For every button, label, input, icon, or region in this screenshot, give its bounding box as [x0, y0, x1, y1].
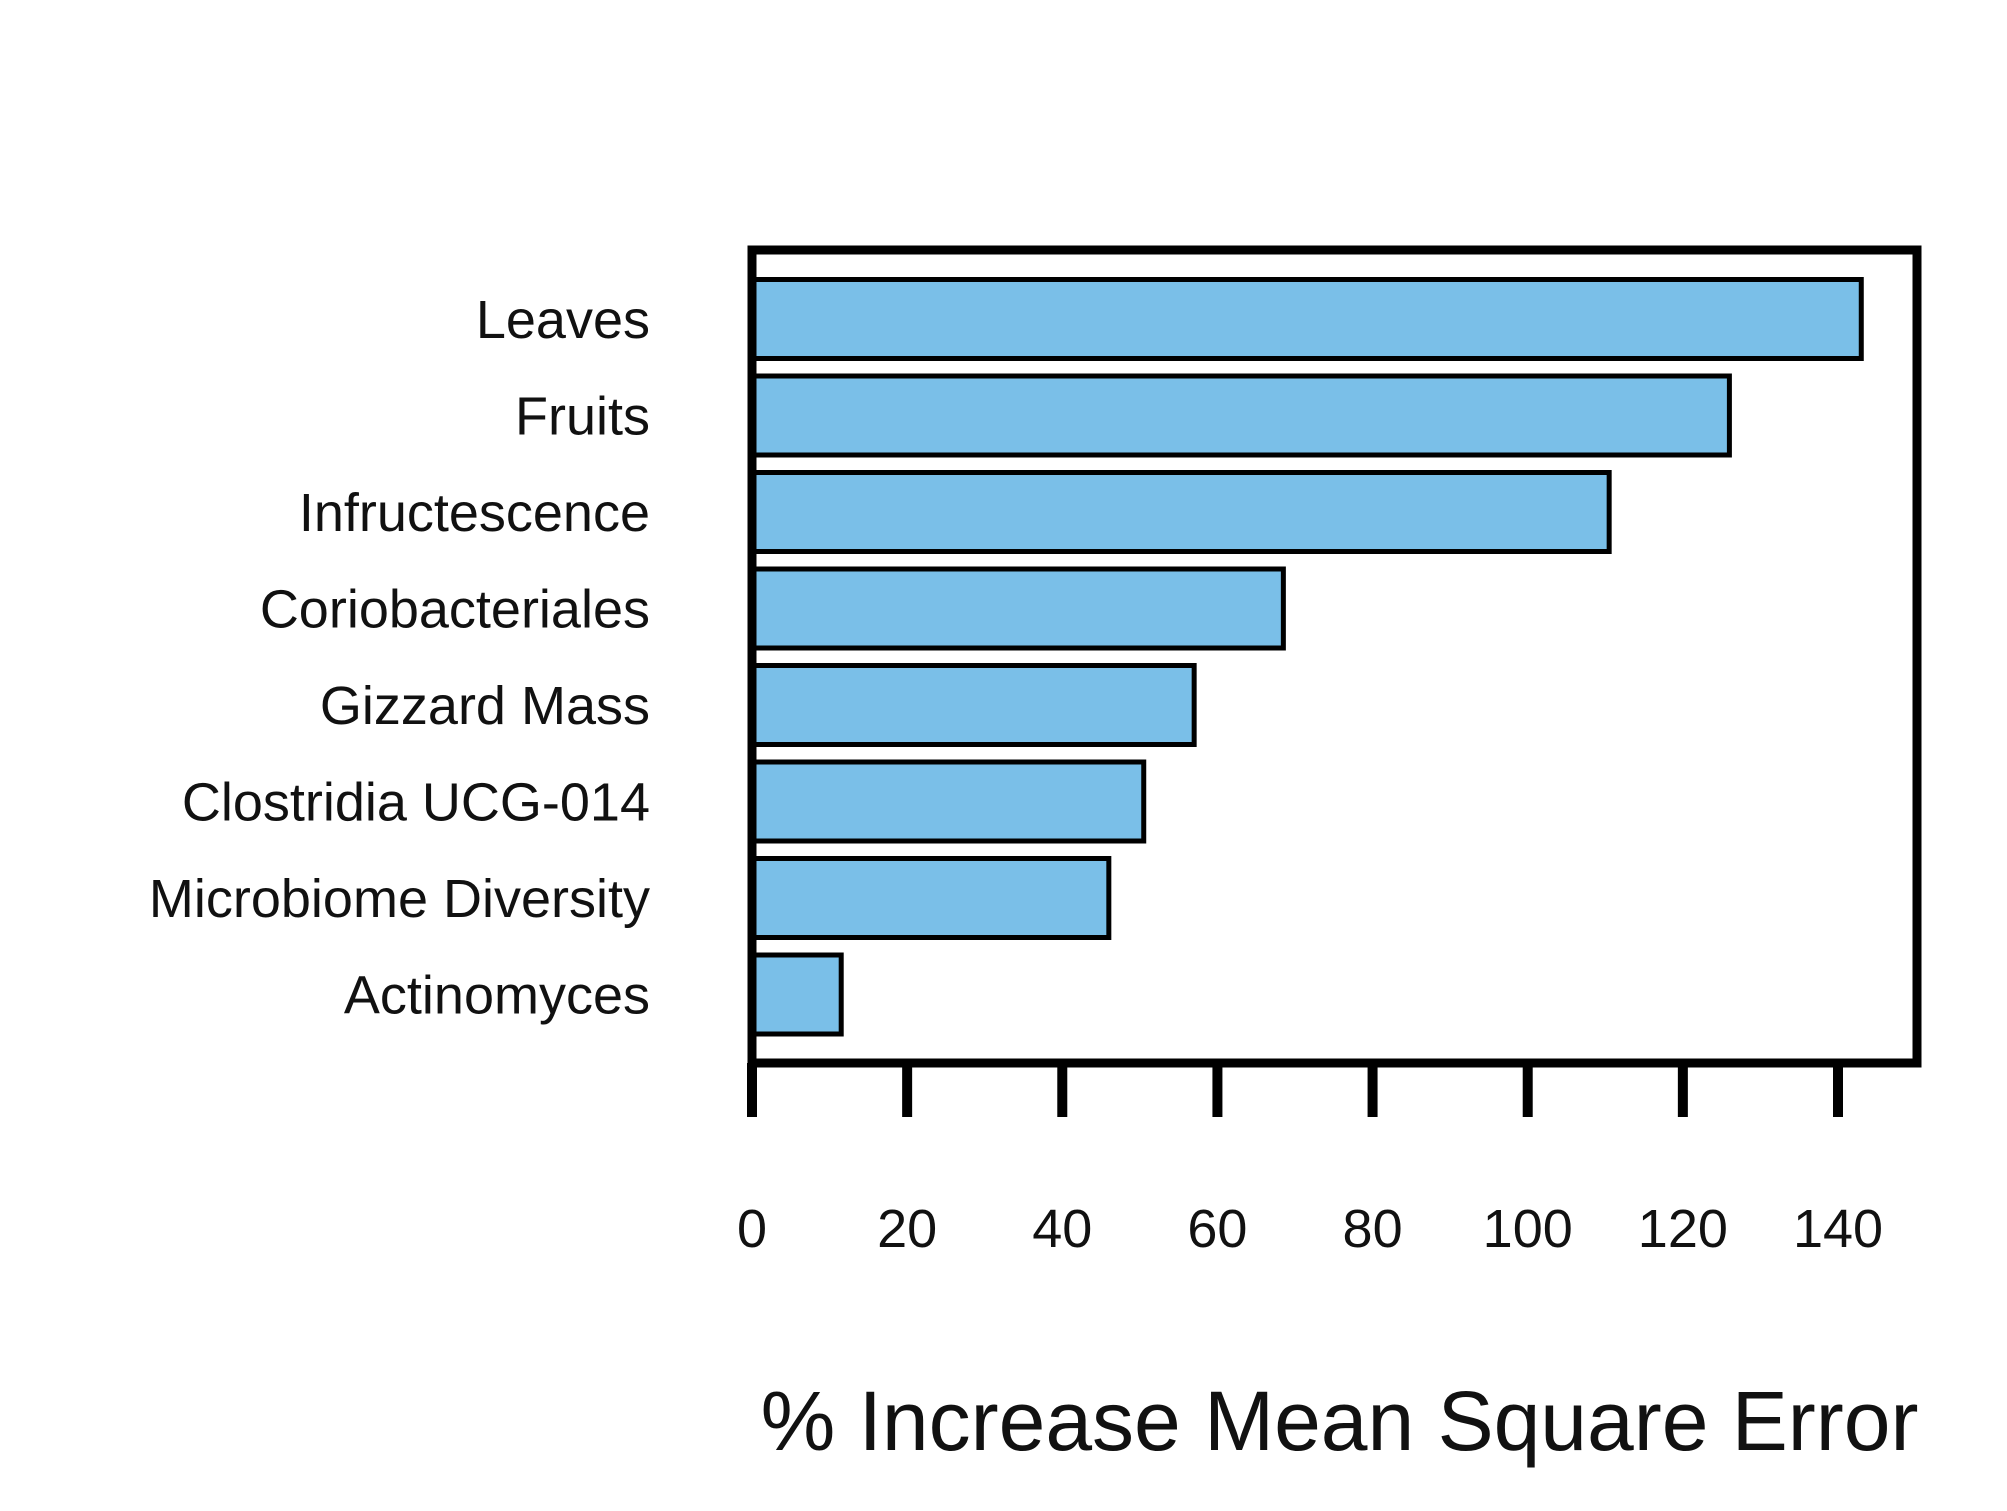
x-axis-title: % Increase Mean Square Error: [761, 1374, 1919, 1468]
bar-infructescence: [749, 470, 1612, 554]
category-label: Coriobacteriales: [260, 580, 650, 640]
category-label: Gizzard Mass: [320, 676, 650, 736]
x-axis-ticks: [747, 1063, 1843, 1117]
category-labels: Leaves Fruits Infructescence Coriobacterial…: [149, 290, 650, 1026]
x-tick-label: 0: [737, 1199, 767, 1259]
bar-gizzard-mass: [749, 663, 1197, 747]
bar-clostridia-ucg-014: [749, 759, 1147, 844]
x-tick-label: 40: [1032, 1199, 1092, 1259]
category-label: Clostridia UCG-014: [182, 773, 650, 833]
category-label: Actinomyces: [344, 966, 650, 1026]
bar-microbiome-diversity: [749, 856, 1112, 940]
category-label: Leaves: [476, 290, 650, 350]
category-label: Infructescence: [299, 483, 650, 543]
x-tick-label: 20: [877, 1199, 937, 1259]
bar-actinomyces: [749, 952, 844, 1037]
x-tick-label: 100: [1483, 1199, 1573, 1259]
category-label: Microbiome Diversity: [149, 869, 650, 929]
bars-group: [749, 277, 1864, 1037]
x-tick-label: 120: [1638, 1199, 1728, 1259]
bar-leaves: [749, 277, 1864, 361]
bar-fruits: [749, 373, 1732, 458]
plot-frame: [747, 245, 1922, 1068]
bar-coriobacteriales: [749, 566, 1286, 651]
x-axis-tick-labels: 0 20 40 60 80 100 120 140: [737, 1199, 1883, 1259]
x-tick-label: 80: [1343, 1199, 1403, 1259]
category-label: Fruits: [515, 387, 650, 447]
x-tick-label: 140: [1793, 1199, 1883, 1259]
x-tick-label: 60: [1187, 1199, 1247, 1259]
